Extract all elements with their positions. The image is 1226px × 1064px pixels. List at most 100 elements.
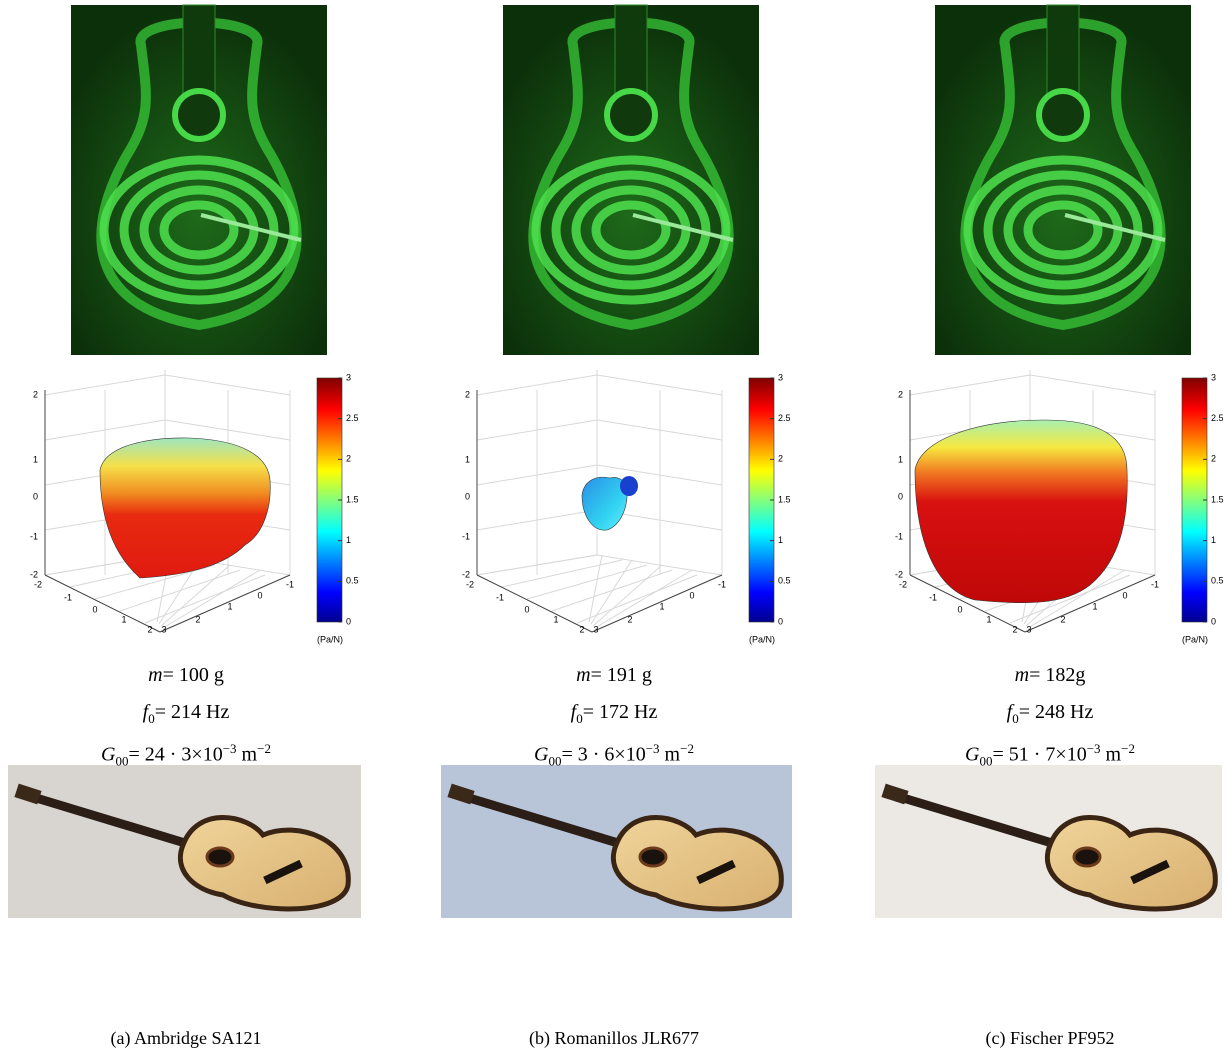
unit-exponent: −2 — [257, 741, 271, 756]
z-tick-label: -2 — [30, 569, 38, 579]
formula: G00= 24 · 3×10−3 m−2 — [0, 737, 376, 774]
x-tick-label: 1 — [986, 614, 991, 624]
y-tick-label: 2 — [1060, 614, 1065, 624]
sound-hole — [1074, 848, 1100, 866]
x-tick-label: -2 — [466, 579, 474, 589]
colorbar-unit: (Pa/N) — [317, 634, 343, 644]
x-tick-label: 1 — [121, 614, 126, 624]
colorbar-tick-label: 2.5 — [1211, 413, 1224, 423]
z-tick-label: 0 — [33, 491, 38, 501]
radiation-surface — [915, 420, 1127, 603]
y-tick-label: 0 — [1122, 590, 1127, 600]
x-tick-label: -2 — [34, 579, 42, 589]
caption: (c) Fischer PF952 — [860, 1028, 1226, 1049]
formula: f0= 214 Hz — [0, 700, 376, 731]
z-tick-label: 1 — [33, 454, 38, 464]
guitar-photo — [8, 765, 361, 918]
x-tick-label: 0 — [957, 604, 962, 614]
grid-line — [589, 555, 602, 622]
caption: (b) Romanillos JLR677 — [424, 1028, 804, 1049]
panel: 210-1-2-2-10123210-132.521.510.50(Pa/N) — [462, 5, 791, 644]
colorbar-tick-label: 0 — [346, 616, 351, 626]
caption: (a) Ambridge SA121 — [0, 1028, 376, 1049]
colorbar-tick-label: 0.5 — [778, 576, 791, 586]
y-tick-label: 3 — [593, 624, 598, 634]
z-tick-label: 1 — [898, 454, 903, 464]
x-tick-label: -1 — [64, 592, 72, 602]
y-tick-label: 0 — [257, 590, 262, 600]
colorbar-tick-label: 1.5 — [778, 494, 791, 504]
z-tick-label: 0 — [465, 491, 470, 501]
x-tick-label: 1 — [553, 614, 558, 624]
z-tick-label: -2 — [895, 569, 903, 579]
grid-line — [502, 560, 622, 587]
value: = 248 Hz — [1019, 701, 1094, 723]
figure: 210-1-2-2-10123210-132.521.510.50(Pa/N)2… — [0, 0, 1226, 1064]
z-tick-label: 2 — [898, 389, 903, 399]
sound-hole — [1039, 91, 1087, 139]
z-tick-label: -1 — [30, 531, 38, 541]
symbol: m — [576, 664, 590, 686]
y-tick-label: -1 — [718, 579, 726, 589]
y-tick-label: 3 — [1026, 624, 1031, 634]
exponent: −3 — [646, 741, 660, 756]
sound-hole — [640, 848, 666, 866]
y-tick-label: 1 — [227, 601, 232, 611]
exponent: −3 — [223, 741, 237, 756]
value: = 191 g — [591, 664, 652, 686]
y-tick-label: 1 — [1092, 601, 1097, 611]
colorbar-tick-label: 1 — [346, 535, 351, 545]
colorbar-tick-label: 0.5 — [1211, 576, 1224, 586]
x-tick-label: 2 — [1012, 624, 1017, 634]
colorbar-tick-label: 1.5 — [1211, 494, 1224, 504]
z-tick-label: -1 — [895, 531, 903, 541]
y-tick-label: 1 — [659, 601, 664, 611]
colorbar-tick-label: 1.5 — [346, 494, 359, 504]
colorbar-unit: (Pa/N) — [1182, 634, 1208, 644]
unit: m — [242, 744, 258, 766]
colorbar-tick-label: 2.5 — [778, 413, 791, 423]
z-tick-label: 1 — [465, 454, 470, 464]
y-tick-label: 3 — [161, 624, 166, 634]
colorbar-tick-label: 2 — [1211, 454, 1216, 464]
unit: m — [1106, 744, 1122, 766]
y-tick-label: -1 — [1151, 579, 1159, 589]
colorbar-tick-label: 3 — [1211, 372, 1216, 382]
formula: m= 191 g — [424, 663, 804, 687]
subscript: 00 — [115, 754, 128, 769]
guitar-photo — [875, 765, 1222, 918]
figure-graphics: 210-1-2-2-10123210-132.521.510.50(Pa/N)2… — [0, 0, 1226, 1064]
z-tick-label: 2 — [465, 389, 470, 399]
colorbar-tick-label: 0 — [1211, 616, 1216, 626]
y-tick-label: -1 — [286, 579, 294, 589]
colorbar-tick-label: 0.5 — [346, 576, 359, 586]
formula: m= 182g — [860, 663, 1226, 687]
symbol: m — [1015, 664, 1029, 686]
z-tick-label: -1 — [462, 531, 470, 541]
guitar-neck — [615, 5, 647, 95]
formula: m= 100 g — [0, 663, 376, 687]
unit-exponent: −2 — [1121, 741, 1135, 756]
sound-hole — [175, 91, 223, 139]
colorbar-tick-label: 2.5 — [346, 413, 359, 423]
y-tick-label: 2 — [627, 614, 632, 624]
colorbar-tick-label: 2 — [346, 454, 351, 464]
x-tick-label: 2 — [579, 624, 584, 634]
exponent: −3 — [1087, 741, 1101, 756]
z-tick-label: -2 — [462, 569, 470, 579]
x-tick-label: -2 — [899, 579, 907, 589]
z-tick-label: 2 — [33, 389, 38, 399]
symbol: G — [101, 744, 115, 766]
formula: G00= 51 · 7×10−3 m−2 — [860, 737, 1226, 774]
unit: m — [665, 744, 681, 766]
grid-line — [595, 570, 692, 628]
x-tick-label: -1 — [496, 592, 504, 602]
value: = 214 Hz — [155, 701, 230, 723]
guitar-neck — [183, 5, 215, 95]
symbol: m — [148, 664, 162, 686]
value: = 3 · 6×10 — [561, 744, 645, 766]
value: = 100 g — [163, 664, 224, 686]
axis-line — [592, 575, 722, 632]
grid-line — [163, 570, 260, 628]
